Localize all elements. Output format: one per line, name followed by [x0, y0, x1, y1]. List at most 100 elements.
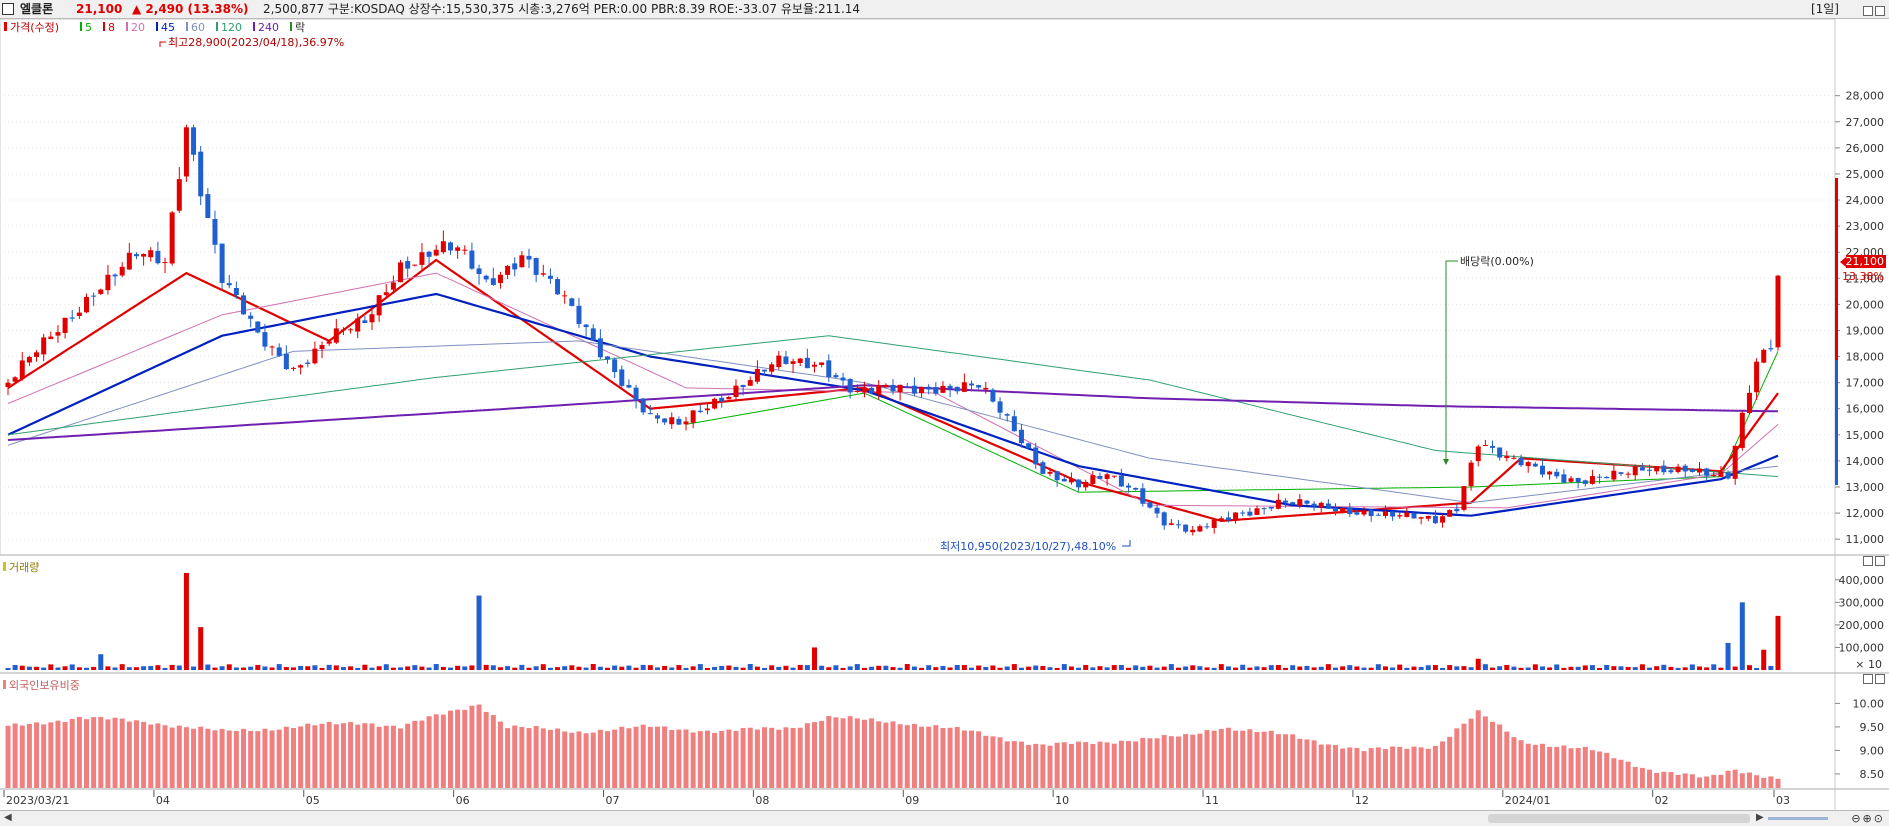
foreign-bar [1026, 744, 1032, 788]
zoom-icons[interactable]: ⊖⊕⊙ [1851, 812, 1885, 825]
foreign-bar [1568, 748, 1574, 788]
volume-bar [1275, 665, 1281, 670]
close-icon[interactable] [1875, 6, 1885, 16]
volume-bar [176, 665, 182, 670]
foreign-bar [1225, 727, 1231, 788]
stock-chart[interactable]: 가격(수정) 5 8 20 45 60 120 240 락 최고28,900(2023/04/… [0, 19, 1889, 810]
candle-body [1168, 523, 1174, 525]
candle-body [904, 386, 910, 388]
foreign-bar [1768, 776, 1774, 788]
volume-pane-buttons[interactable] [1861, 555, 1885, 569]
candle-body [497, 274, 503, 283]
volume-bar [854, 664, 860, 670]
volume-bar [1654, 666, 1660, 670]
candle-body [783, 356, 789, 364]
candle-body [854, 390, 860, 392]
candle-body [1254, 508, 1260, 515]
candle-body [1404, 512, 1410, 517]
volume-bar [683, 667, 689, 670]
foreign-bar [34, 722, 40, 788]
volume-bar [1725, 642, 1731, 670]
candle-body [98, 289, 104, 294]
candle-body [1725, 472, 1731, 479]
foreign-pane-buttons[interactable] [1861, 673, 1885, 687]
candle-body [640, 398, 646, 413]
foreign-bar [1625, 761, 1631, 788]
pane-close-icon[interactable] [1875, 674, 1885, 684]
header-window-buttons[interactable] [1861, 3, 1885, 21]
volume-bar [1175, 667, 1181, 670]
volume-bar [1625, 666, 1631, 670]
minimize-icon[interactable] [1863, 6, 1873, 16]
volume-bar [1632, 667, 1638, 670]
zoom-slider[interactable] [1768, 817, 1828, 820]
scroll-thumb[interactable] [1488, 814, 1750, 823]
foreign-bar [1040, 744, 1046, 788]
candle-body [576, 305, 582, 324]
foreign-bar [98, 716, 104, 788]
legend-swatch [253, 22, 255, 31]
volume-bar [1168, 664, 1174, 670]
foreign-bar [940, 727, 946, 788]
scroll-left-icon[interactable]: ◀ [4, 812, 12, 823]
candle-body [276, 347, 282, 356]
foreign-bar [647, 726, 653, 788]
foreign-bar [983, 735, 989, 788]
foreign-bar [526, 728, 532, 788]
volume-bar [1354, 666, 1360, 670]
foreign-bar [1190, 734, 1196, 788]
candle-body [719, 397, 725, 402]
scroll-right-icon[interactable]: ▶ [1756, 812, 1764, 823]
candle-body [319, 345, 325, 350]
candle-body [1654, 466, 1660, 472]
candle-body [583, 324, 589, 328]
volume-bar [1126, 667, 1132, 670]
candle-body [1504, 456, 1510, 459]
foreign-tick-label: 10.00 [1853, 697, 1885, 710]
volume-bar [405, 666, 411, 670]
candle-body [169, 212, 175, 264]
candle-body [1597, 476, 1603, 478]
volume-bar [469, 665, 475, 670]
candle-body [1475, 446, 1481, 462]
candle-body [1004, 414, 1010, 416]
volume-bar [1004, 666, 1010, 670]
volume-bar [126, 667, 132, 670]
foreign-bar [961, 730, 967, 788]
foreign-bar [1668, 772, 1674, 788]
volume-bar [1775, 615, 1781, 670]
candle-body [34, 352, 40, 357]
foreign-bar [1168, 736, 1174, 788]
date-axis: 2023/03/21 04 05 06 07 08 09 10 11 12 2024/01 02 03 [3, 790, 1790, 807]
candle-body [183, 127, 189, 177]
candle-body [198, 151, 204, 197]
candle-body [1175, 524, 1181, 526]
candle-body [212, 218, 218, 245]
candle-body [5, 382, 11, 388]
foreign-bar [633, 726, 639, 788]
volume-bar [1133, 665, 1139, 670]
period-button[interactable]: [1일] [1810, 2, 1839, 16]
candle-body [19, 360, 25, 379]
candle-body [412, 264, 418, 266]
foreign-bar [1233, 730, 1239, 788]
foreign-bar [412, 720, 418, 788]
foreign-bar [1311, 740, 1317, 788]
volume-bar [1382, 666, 1388, 670]
foreign-bar [790, 727, 796, 788]
pane-minimize-icon[interactable] [1863, 674, 1873, 684]
pane-minimize-icon[interactable] [1863, 556, 1873, 566]
candle-body [312, 348, 318, 364]
candle-body [233, 287, 239, 296]
volume-bar [1732, 666, 1738, 670]
foreign-bar [1033, 743, 1039, 788]
volume-bar [48, 664, 54, 670]
chart-scrollbar[interactable]: ◀ ▶ ⊖⊕⊙ [0, 810, 1889, 826]
candle-body [69, 317, 75, 319]
candle-body [426, 251, 432, 257]
pane-close-icon[interactable] [1875, 556, 1885, 566]
volume-bar [255, 664, 261, 670]
header-checkbox[interactable] [2, 3, 14, 15]
candle-body [469, 250, 475, 269]
volume-bar [861, 667, 867, 670]
